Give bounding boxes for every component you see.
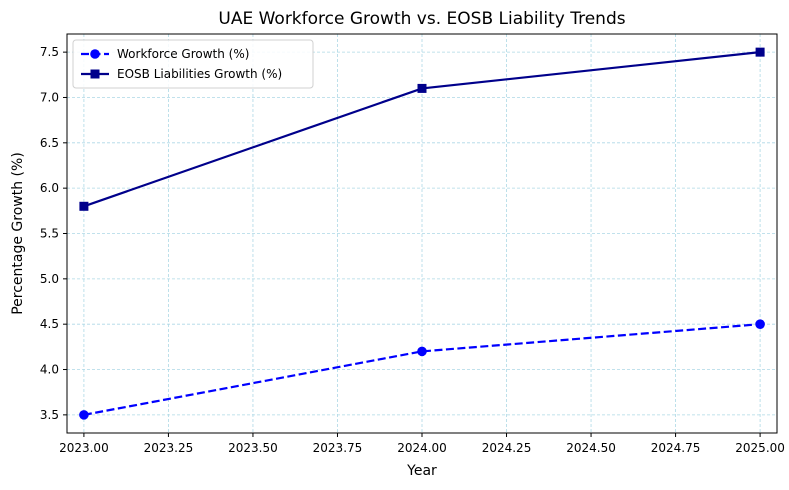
data-point-square — [755, 47, 765, 57]
x-tick-label: 2024.25 — [482, 441, 532, 455]
data-point-circle — [417, 346, 427, 357]
y-tick-label: 5.0 — [40, 272, 59, 286]
x-tick-label: 2023.75 — [313, 441, 363, 455]
x-axis: 2023.00 2023.25 2023.50 2023.75 2024.00 2024.… — [59, 433, 785, 455]
y-tick-label: 7.5 — [40, 45, 59, 59]
y-tick-label: 4.0 — [40, 363, 59, 377]
x-tick-label: 2024.50 — [566, 441, 616, 455]
data-point-circle — [79, 410, 89, 420]
legend-marker-square — [90, 69, 100, 79]
y-tick-label: 5.5 — [40, 227, 59, 241]
y-tick-label: 3.5 — [40, 408, 59, 422]
y-axis-title: Percentage Growth (%) — [10, 152, 26, 315]
legend-label-1: EOSB Liabilities Growth (%) — [117, 67, 282, 81]
x-tick-label: 2023.25 — [144, 441, 194, 455]
y-tick-label: 4.5 — [40, 317, 59, 331]
y-axis: 3.5 4.0 4.5 5.0 5.5 6.0 6.5 7.0 7.5 — [40, 45, 67, 422]
x-tick-label: 2023.50 — [228, 441, 278, 455]
legend-marker-circle — [90, 49, 100, 59]
y-tick-label: 6.0 — [40, 181, 59, 195]
x-axis-title: Year — [406, 463, 437, 479]
legend-box — [72, 39, 314, 89]
grid — [67, 34, 777, 433]
legend: Workforce Growth (%) EOSB Liabilities Gro… — [72, 39, 314, 89]
series-layer — [79, 47, 765, 420]
data-point-square — [417, 83, 427, 93]
y-tick-label: 7.0 — [40, 90, 59, 104]
data-point-square — [79, 201, 89, 211]
legend-label-0: Workforce Growth (%) — [117, 47, 249, 61]
x-tick-label: 2024.75 — [651, 441, 701, 455]
data-point-circle — [755, 319, 765, 329]
chart-title: UAE Workforce Growth vs. EOSB Liability … — [218, 9, 625, 29]
x-tick-label: 2025.00 — [735, 441, 785, 455]
x-tick-label: 2024.00 — [397, 441, 447, 455]
series-line-0 — [83, 323, 761, 416]
x-tick-label: 2023.00 — [59, 441, 109, 455]
y-tick-label: 6.5 — [40, 136, 59, 150]
